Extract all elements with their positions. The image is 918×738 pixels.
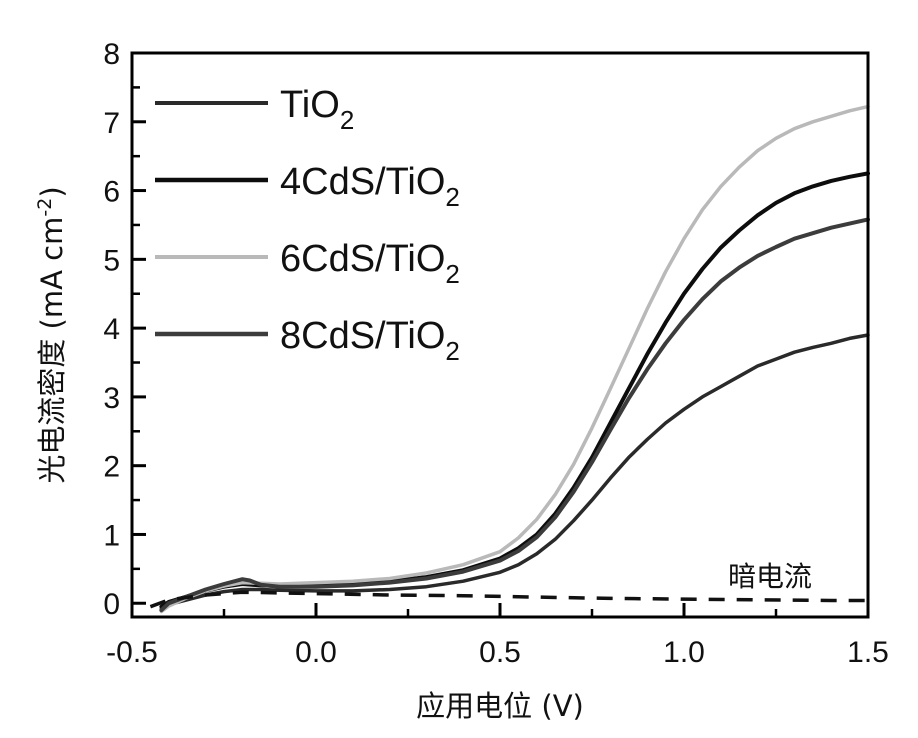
legend-label-1: 4CdS/TiO2 — [280, 161, 460, 212]
x-tick-label: 1.0 — [663, 636, 705, 669]
axes-layer: -0.5 0.0 0.5 1.0 1.5 0 1 2 3 4 5 6 7 8 应用电位 (V) 光电流密度 (… — [34, 38, 889, 723]
x-tick-label: -0.5 — [106, 636, 158, 669]
y-tick-label: 8 — [103, 38, 120, 71]
legend-label-0: TiO2 — [280, 84, 354, 135]
series-layer — [149, 104, 870, 614]
y-tick-label: 1 — [103, 519, 120, 552]
y-tick-label: 7 — [103, 107, 120, 140]
y-tick-label: 2 — [103, 451, 120, 484]
dark-current-annotation: 暗电流 — [728, 560, 812, 593]
x-tick-label: 1.5 — [847, 636, 889, 669]
y-tick-label: 6 — [103, 176, 120, 209]
legend-label-2: 6CdS/TiO2 — [280, 238, 460, 289]
series-line-0 — [159, 333, 870, 611]
series-line-2 — [159, 104, 870, 614]
x-tick-label: 0.0 — [295, 636, 337, 669]
x-axis-label: 应用电位 (V) — [416, 689, 584, 723]
y-tick-label: 4 — [103, 313, 120, 346]
series-line-4 — [149, 590, 868, 609]
y-tick-label: 5 — [103, 244, 120, 277]
x-tick-label: 0.5 — [479, 636, 521, 669]
legend: TiO2 4CdS/TiO2 6CdS/TiO2 8CdS/TiO2 — [155, 84, 460, 366]
series-line-3 — [159, 217, 870, 613]
y-tick-label: 0 — [103, 588, 120, 621]
legend-label-3: 8CdS/TiO2 — [280, 315, 460, 366]
y-axis-label: 光电流密度 (mA cm-2) — [34, 186, 69, 483]
y-tick-label: 3 — [103, 382, 120, 415]
